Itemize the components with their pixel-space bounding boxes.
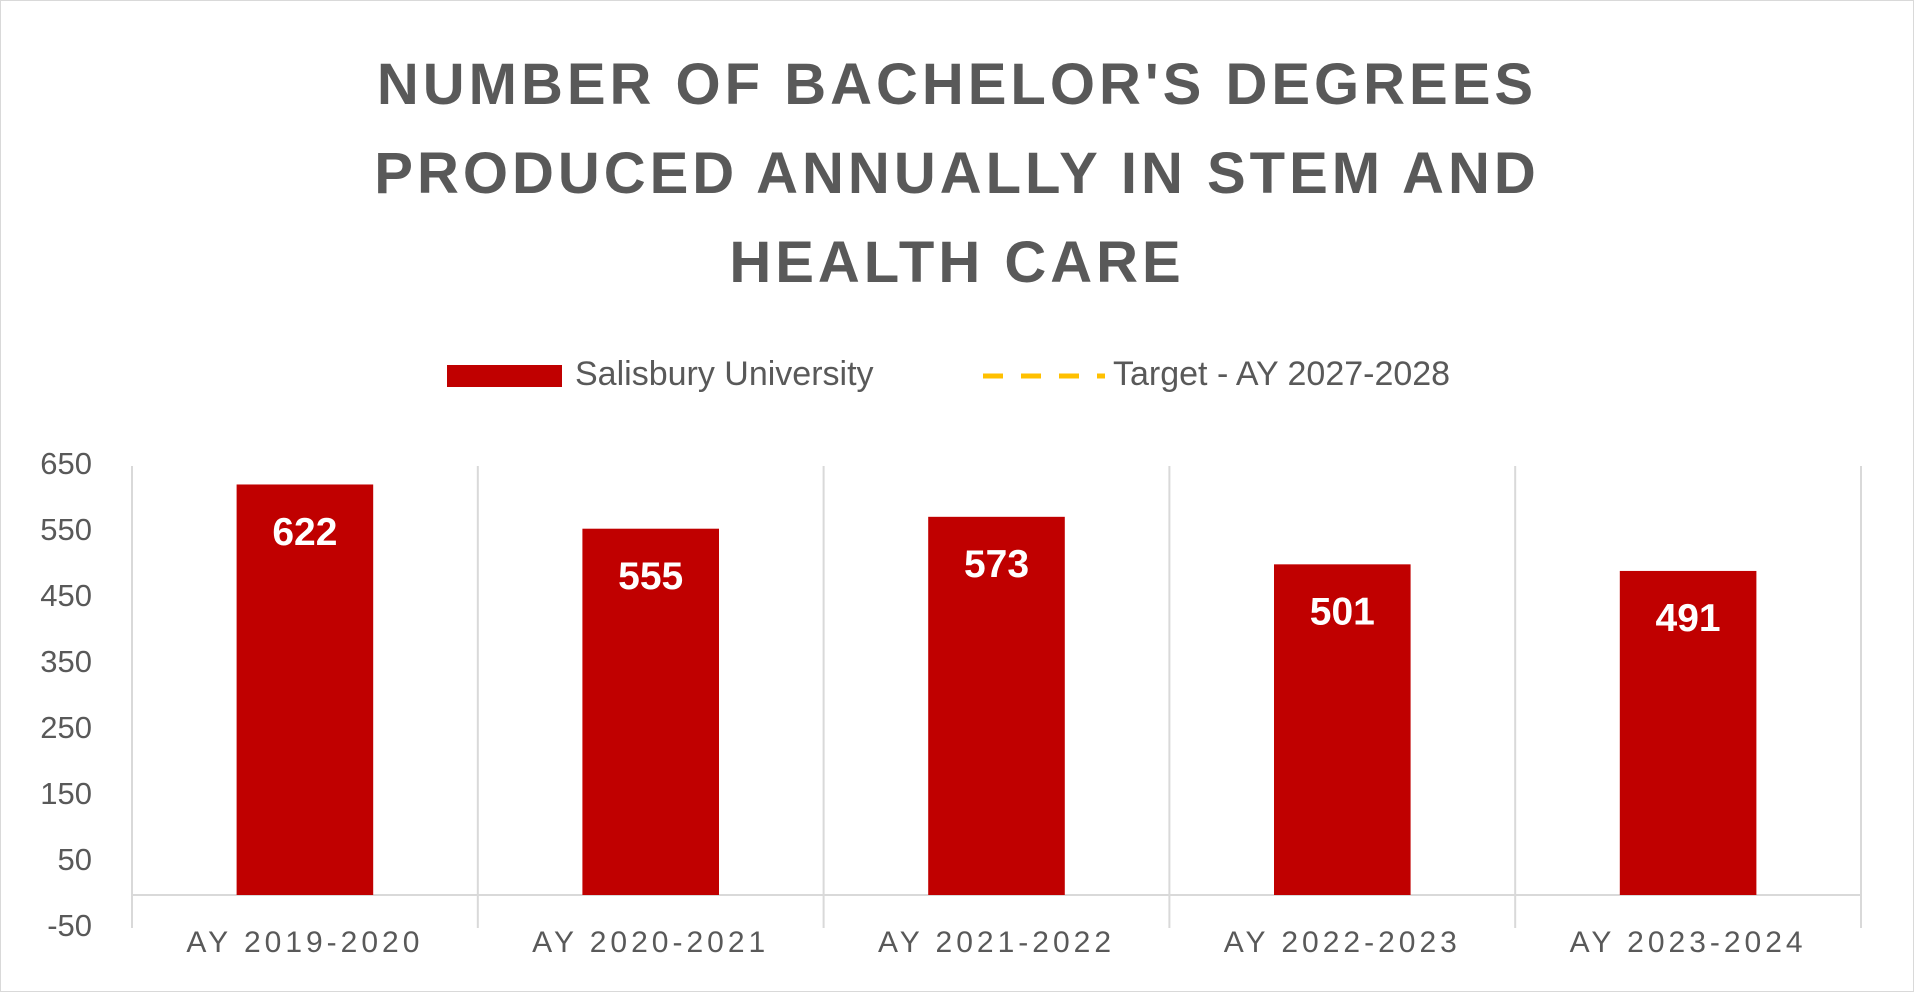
x-tick-label: AY 2023-2024 [1570, 926, 1807, 959]
y-tick-label: 350 [40, 644, 92, 679]
bar [236, 484, 374, 895]
y-tick-label: 50 [58, 842, 92, 877]
y-tick-label: 450 [40, 578, 92, 613]
legend-swatch [447, 365, 562, 387]
y-tick-label: 150 [40, 776, 92, 811]
data-label: 491 [1656, 597, 1721, 640]
x-tick-label: AY 2020-2021 [532, 926, 769, 959]
legend-label: Salisbury University [575, 355, 874, 393]
x-tick-label: AY 2022-2023 [1224, 926, 1461, 959]
x-tick-label: AY 2019-2020 [186, 926, 423, 959]
bar [928, 516, 1065, 895]
y-tick-label: 650 [40, 446, 92, 481]
data-label: 501 [1310, 591, 1375, 634]
bar [1274, 564, 1411, 895]
legend-label: Target - AY 2027-2028 [1113, 355, 1450, 393]
y-tick-label: -50 [47, 908, 92, 943]
x-tick-label: AY 2021-2022 [878, 926, 1115, 959]
bar [1619, 570, 1757, 895]
data-label: 622 [272, 511, 337, 554]
data-label: 555 [618, 555, 683, 598]
y-tick-label: 550 [40, 512, 92, 547]
data-label: 573 [964, 543, 1029, 586]
chart-title: NUMBER OF BACHELOR'S DEGREES PRODUCED AN… [374, 52, 1540, 295]
y-tick-label: 250 [40, 710, 92, 745]
bar [582, 528, 719, 895]
